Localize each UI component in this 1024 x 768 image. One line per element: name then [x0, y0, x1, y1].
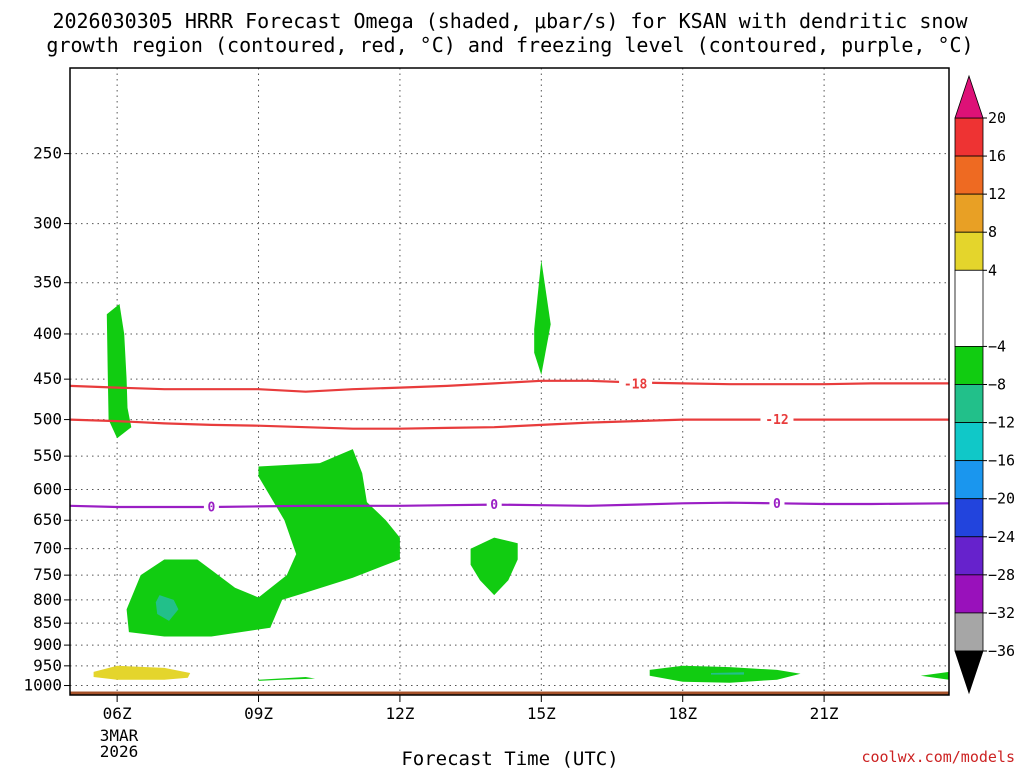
colorbar-tick-label: 12: [988, 185, 1006, 203]
colorbar-tick-label: −36: [988, 642, 1015, 660]
y-tick-label: 850: [33, 613, 62, 632]
contour-label-bg: [486, 496, 502, 511]
omega-shaded-region: [258, 677, 316, 681]
colorbar-bin: [954, 193, 984, 233]
contour-line: [70, 379, 949, 393]
y-tick-label: 900: [33, 635, 62, 654]
omega-shaded-region: [106, 304, 132, 439]
colorbar-bin: [954, 231, 984, 271]
omega-shaded-region: [93, 665, 191, 680]
colorbar-bin: [954, 117, 984, 157]
x-tick-label: 15Z: [527, 704, 556, 723]
omega-shaded-region: [711, 672, 744, 675]
y-tick-label: 1000: [23, 676, 62, 695]
colorbar-over-arrow: [954, 74, 984, 119]
y-tick-label: 800: [33, 590, 62, 609]
colorbar-tick-label: −24: [988, 528, 1015, 546]
date-label-day: 3MAR: [100, 726, 139, 745]
y-tick-label: 700: [33, 539, 62, 558]
contour-label-bg: [619, 376, 653, 391]
y-tick-label: 550: [33, 446, 62, 465]
x-tick-label: 06Z: [103, 704, 132, 723]
y-tick-label: 650: [33, 510, 62, 529]
colorbar-tick-label: 20: [988, 109, 1006, 127]
x-axis-ticks: 06Z 09Z 12Z 15Z 18Z 21Z: [103, 695, 839, 723]
colorbar-bin: [954, 536, 984, 576]
y-tick-label: 500: [33, 410, 62, 429]
colorbar-bin: [954, 269, 984, 347]
omega-shaded-region: [534, 260, 551, 375]
chart-title-line1: 2026030305 HRRR Forecast Omega (shaded, …: [52, 9, 968, 33]
colorbar-tick-label: 8: [988, 223, 997, 241]
colorbar: 20 16 12 8 4 −4 −8 −12 −16 −20 −24 −28 −32 −36: [954, 74, 1015, 695]
x-axis-label: Forecast Time (UTC): [401, 748, 618, 768]
colorbar-tick-label: −12: [988, 414, 1015, 432]
colorbar-tick-label: −4: [988, 337, 1006, 355]
y-tick-label: 400: [33, 324, 62, 343]
temperature-contours: -18 -12 0 0 0: [70, 376, 949, 516]
x-tick-label: 18Z: [668, 704, 697, 723]
y-tick-label: 600: [33, 480, 62, 499]
contour-label: -12: [765, 413, 788, 428]
y-tick-label: 950: [33, 656, 62, 675]
x-tick-label: 21Z: [810, 704, 839, 723]
colorbar-tick-label: −16: [988, 452, 1015, 470]
credit-text: coolwx.com/models: [861, 748, 1015, 766]
contour-label: 0: [773, 497, 781, 512]
colorbar-bin: [954, 384, 984, 423]
y-tick-label: 750: [33, 565, 62, 584]
omega-shaded-region: [155, 595, 179, 621]
colorbar-under-arrow: [954, 650, 984, 695]
omega-shaded-regions: [93, 260, 949, 683]
colorbar-bin: [954, 612, 984, 652]
omega-shaded-region: [470, 537, 518, 596]
plot-frame: [69, 67, 950, 696]
colorbar-bin: [954, 460, 984, 500]
contour-label: 0: [490, 498, 498, 513]
colorbar-tick-label: −28: [988, 566, 1015, 584]
colorbar-bin: [954, 498, 984, 538]
contour-label-bg: [760, 411, 794, 426]
colorbar-tick-label: 4: [988, 261, 997, 279]
x-tick-label: 09Z: [244, 704, 273, 723]
colorbar-bin: [954, 346, 984, 385]
omega-shaded-region: [126, 449, 400, 637]
contour-label: 0: [207, 501, 215, 516]
colorbar-bin: [954, 422, 984, 462]
colorbar-tick-label: −32: [988, 604, 1015, 622]
colorbar-tick-label: −8: [988, 376, 1006, 394]
x-tick-label: 12Z: [385, 704, 414, 723]
y-axis-ticks: 250 300 350 400 450 500 550 600 650 700 750 800 850 9…: [23, 144, 70, 695]
date-label-year: 2026: [100, 742, 139, 761]
contour-label-bg: [203, 499, 219, 514]
omega-shaded-region: [920, 671, 949, 680]
colorbar-tick-label: −20: [988, 490, 1015, 508]
y-tick-label: 250: [33, 144, 62, 163]
colorbar-tick-label: 16: [988, 147, 1006, 165]
y-tick-label: 350: [33, 273, 62, 292]
contour-label: -18: [624, 378, 648, 393]
terrain-band: [70, 691, 949, 695]
y-tick-label: 450: [33, 369, 62, 388]
y-tick-label: 300: [33, 214, 62, 233]
colorbar-bin: [954, 574, 984, 614]
contour-label-bg: [769, 495, 785, 510]
colorbar-bin: [954, 155, 984, 195]
grid-lines: [70, 68, 949, 695]
chart-title-line2: growth region (contoured, red, °C) and f…: [46, 33, 973, 57]
